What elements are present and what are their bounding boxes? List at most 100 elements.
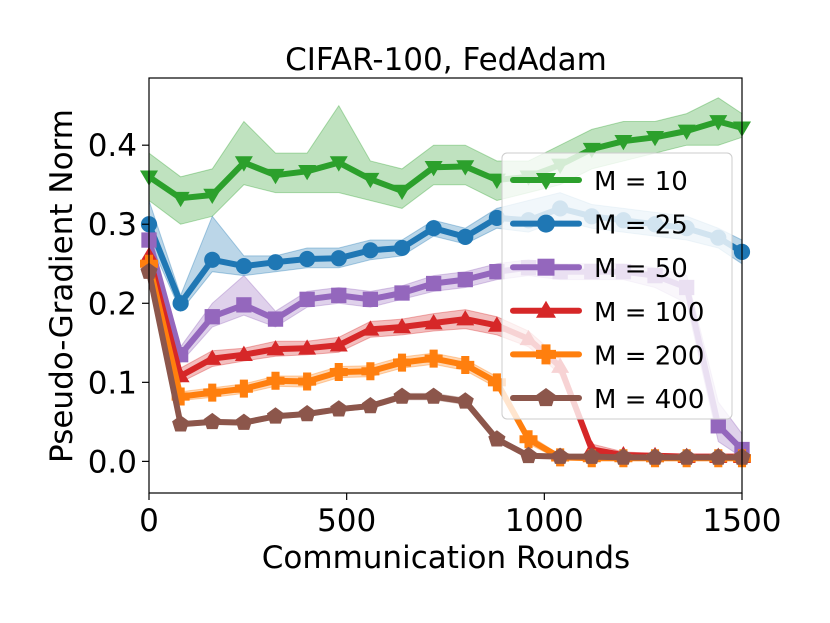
legend-marker	[537, 258, 555, 276]
data-point-m50	[425, 275, 442, 292]
x-ticks: 0 500 1000 1500	[139, 493, 781, 539]
data-point-m200	[171, 387, 190, 406]
data-point-m10	[709, 115, 728, 131]
data-point-m200	[519, 430, 538, 449]
data-point-m200	[361, 362, 380, 381]
data-point-m400	[330, 400, 348, 417]
data-point-m400	[235, 413, 253, 430]
data-point-m10	[677, 124, 696, 140]
data-point-m400	[678, 448, 696, 465]
y-tick-label: 0.1	[88, 365, 137, 401]
data-point-m25	[172, 295, 189, 312]
y-tick-label: 0.2	[88, 286, 137, 322]
y-axis-label: Pseudo-Gradient Norm	[44, 109, 80, 463]
data-point-m25	[267, 254, 284, 271]
legend-label: M = 25	[594, 211, 688, 241]
x-tick-label: 1000	[505, 503, 584, 539]
data-point-m200	[234, 379, 253, 398]
data-point-m25	[204, 251, 221, 268]
data-point-m25	[425, 220, 442, 237]
data-point-m400	[456, 392, 474, 409]
legend-item-m10: M = 10	[510, 167, 688, 197]
data-point-m10	[361, 172, 380, 189]
data-point-m10	[424, 161, 443, 177]
data-point-m10	[487, 173, 506, 189]
legend: M = 10 M = 25 M = 50 M = 100 M = 200 M = 400	[501, 152, 733, 420]
legend-marker	[536, 388, 556, 407]
x-tick-label: 500	[317, 503, 376, 539]
data-point-m400	[583, 447, 601, 464]
plot-frame	[148, 77, 743, 494]
legend-label: M = 10	[594, 167, 688, 197]
legend-item-m25: M = 25	[510, 211, 688, 241]
data-point-m25	[393, 239, 411, 257]
legend-marker	[536, 300, 556, 318]
data-point-m200	[456, 355, 475, 374]
y-tick-label: 0.3	[88, 207, 137, 243]
data-point-m10	[203, 188, 222, 204]
data-point-m400	[520, 446, 538, 464]
data-point-m50	[710, 418, 726, 434]
legend-item-m200: M = 200	[510, 341, 704, 371]
data-point-m200	[266, 371, 285, 390]
data-point-m400	[266, 407, 285, 424]
data-point-m50	[331, 287, 347, 304]
data-point-m25	[235, 258, 252, 275]
legend-label: M = 400	[594, 385, 704, 415]
data-point-m100	[361, 320, 380, 336]
data-point-m50	[394, 285, 410, 301]
y-tick-label: 0.4	[88, 128, 137, 164]
data-point-m10	[266, 168, 285, 185]
legend-marker	[536, 173, 556, 190]
data-point-m100	[456, 310, 475, 326]
data-point-m400	[393, 387, 411, 404]
legend-item-m400: M = 400	[510, 385, 704, 415]
data-point-m50	[236, 297, 252, 313]
data-point-m400	[551, 447, 569, 464]
data-point-m50	[457, 271, 473, 288]
y-tick-label: 0.0	[88, 444, 137, 480]
data-point-m400	[298, 405, 316, 422]
data-point-m200	[424, 349, 443, 368]
data-point-m50	[299, 291, 315, 307]
data-point-m400	[488, 430, 506, 447]
data-point-m10	[393, 184, 412, 201]
data-point-m100	[203, 349, 222, 365]
data-point-m400	[614, 448, 632, 465]
data-point-m200	[329, 363, 348, 382]
x-tick-label: 0	[139, 503, 159, 539]
data-point-m200	[203, 383, 222, 402]
data-point-m400	[709, 448, 727, 465]
data-point-m10	[234, 156, 253, 172]
data-point-m10	[298, 164, 317, 181]
legend-item-m50: M = 50	[510, 254, 688, 284]
legend-marker	[536, 344, 556, 365]
data-point-m10	[329, 156, 348, 172]
legend-label: M = 50	[594, 254, 688, 284]
data-point-m25	[457, 228, 474, 245]
data-point-m10	[582, 142, 601, 159]
series-m400	[140, 262, 751, 465]
data-point-m200	[487, 373, 506, 392]
data-point-m100	[298, 339, 317, 355]
series-line-m10	[146, 118, 745, 202]
legend-label: M = 200	[594, 341, 704, 371]
data-point-m100	[424, 314, 443, 330]
data-point-m50	[489, 264, 505, 280]
data-point-m100	[234, 345, 253, 361]
data-point-m10	[171, 191, 190, 208]
data-point-m400	[425, 387, 443, 404]
data-point-m100	[487, 316, 506, 332]
x-tick-label: 1500	[703, 503, 782, 539]
data-point-m50	[267, 311, 284, 327]
data-point-m400	[361, 397, 379, 414]
data-point-m10	[646, 130, 665, 147]
data-point-m400	[172, 415, 190, 432]
data-point-m25	[488, 209, 505, 227]
data-point-m25	[299, 250, 316, 268]
data-point-m100	[266, 340, 285, 356]
data-point-m100	[393, 318, 412, 334]
legend-marker	[537, 214, 555, 233]
y-ticks: 0.0 0.1 0.2 0.3 0.4	[88, 128, 149, 480]
